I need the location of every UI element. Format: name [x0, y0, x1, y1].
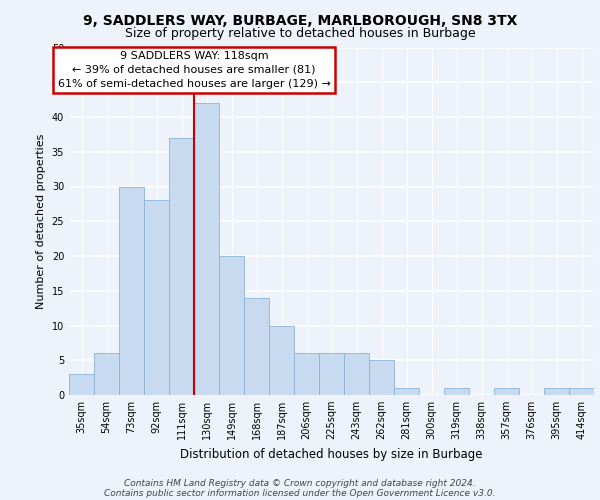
- Bar: [444, 388, 469, 395]
- Bar: [119, 186, 144, 395]
- Bar: [544, 388, 569, 395]
- Bar: [219, 256, 244, 395]
- Bar: [569, 388, 594, 395]
- Bar: [194, 103, 219, 395]
- Text: Size of property relative to detached houses in Burbage: Size of property relative to detached ho…: [125, 28, 475, 40]
- Bar: [269, 326, 294, 395]
- Text: Contains public sector information licensed under the Open Government Licence v3: Contains public sector information licen…: [104, 488, 496, 498]
- Text: 9 SADDLERS WAY: 118sqm
← 39% of detached houses are smaller (81)
61% of semi-det: 9 SADDLERS WAY: 118sqm ← 39% of detached…: [58, 51, 331, 89]
- Bar: [369, 360, 394, 395]
- Bar: [319, 354, 344, 395]
- Bar: [69, 374, 94, 395]
- X-axis label: Distribution of detached houses by size in Burbage: Distribution of detached houses by size …: [180, 448, 483, 460]
- Bar: [94, 354, 119, 395]
- Y-axis label: Number of detached properties: Number of detached properties: [36, 134, 46, 309]
- Bar: [294, 354, 319, 395]
- Bar: [494, 388, 519, 395]
- Bar: [394, 388, 419, 395]
- Bar: [344, 354, 369, 395]
- Bar: [144, 200, 169, 395]
- Text: 9, SADDLERS WAY, BURBAGE, MARLBOROUGH, SN8 3TX: 9, SADDLERS WAY, BURBAGE, MARLBOROUGH, S…: [83, 14, 517, 28]
- Text: Contains HM Land Registry data © Crown copyright and database right 2024.: Contains HM Land Registry data © Crown c…: [124, 478, 476, 488]
- Bar: [244, 298, 269, 395]
- Bar: [169, 138, 194, 395]
